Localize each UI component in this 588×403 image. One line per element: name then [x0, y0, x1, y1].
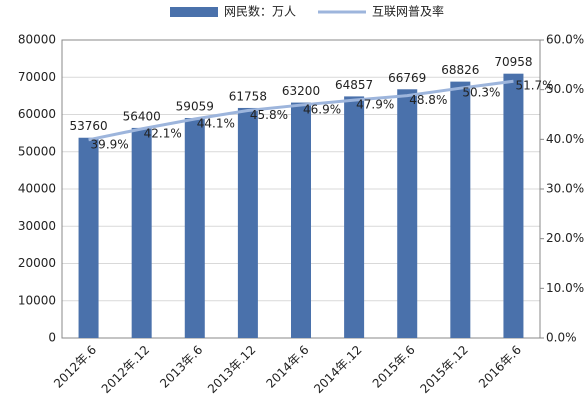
bar-value-label: 70958 — [494, 55, 532, 69]
x-tick-label: 2014年.12 — [311, 343, 364, 396]
bar-value-label: 68826 — [441, 63, 479, 77]
bar — [397, 89, 418, 338]
y-tick-label: 70000 — [18, 70, 56, 84]
x-tick-label: 2013年.12 — [205, 343, 258, 396]
bar — [344, 96, 365, 338]
y-tick-label: 60000 — [18, 107, 56, 121]
y2-tick-label: 30.0% — [546, 182, 584, 196]
bar — [237, 107, 258, 338]
bar — [78, 137, 99, 338]
line-value-label: 45.8% — [250, 108, 288, 122]
legend-label: 互联网普及率 — [372, 4, 444, 19]
line-value-label: 47.9% — [356, 98, 394, 112]
line-value-label: 48.8% — [409, 93, 447, 107]
bar-value-label: 59059 — [176, 100, 214, 114]
line-value-label: 44.1% — [197, 116, 235, 130]
y2-tick-label: 0.0% — [546, 331, 577, 345]
bar-value-label: 53760 — [69, 119, 107, 133]
y-tick-label: 40000 — [18, 182, 56, 196]
bar — [503, 73, 524, 338]
x-tick-label: 2016年.6 — [476, 343, 524, 391]
legend-swatch — [170, 7, 218, 17]
bar — [291, 102, 311, 338]
bar-value-label: 63200 — [282, 84, 320, 98]
line-value-label: 42.1% — [144, 126, 182, 140]
line-value-label: 50.3% — [462, 86, 500, 100]
bar-value-label: 66769 — [388, 71, 426, 85]
x-tick-label: 2015年.12 — [417, 343, 470, 396]
y2-tick-label: 40.0% — [546, 132, 584, 146]
bar — [131, 127, 152, 338]
bar-value-label: 56400 — [123, 109, 161, 123]
y2-tick-label: 20.0% — [546, 231, 584, 245]
line — [88, 79, 514, 142]
y-tick-label: 10000 — [18, 293, 56, 307]
bar — [450, 81, 471, 338]
y-tick-label: 20000 — [18, 256, 56, 270]
x-tick-label: 2014年.6 — [264, 343, 312, 391]
x-tick-label: 2013年.6 — [157, 343, 205, 391]
x-tick-label: 2015年.6 — [370, 343, 418, 391]
line-value-label: 39.9% — [91, 137, 129, 151]
y-tick-label: 50000 — [18, 144, 56, 158]
line-value-label: 51.7% — [515, 79, 553, 93]
y-tick-label: 30000 — [18, 219, 56, 233]
y2-tick-label: 60.0% — [546, 33, 584, 47]
bar-value-label: 64857 — [335, 78, 373, 92]
bar — [184, 118, 205, 339]
x-tick-label: 2012年.12 — [99, 343, 152, 396]
y-tick-label: 80000 — [18, 33, 56, 47]
bar-value-label: 61758 — [229, 89, 267, 103]
x-tick-label: 2012年.6 — [51, 343, 99, 391]
y-tick-label: 0 — [48, 331, 56, 345]
line-value-label: 46.9% — [303, 103, 341, 117]
y2-tick-label: 10.0% — [546, 281, 584, 295]
legend-label: 网民数：万人 — [224, 4, 296, 19]
y2-tick-label: 50.0% — [546, 82, 584, 96]
